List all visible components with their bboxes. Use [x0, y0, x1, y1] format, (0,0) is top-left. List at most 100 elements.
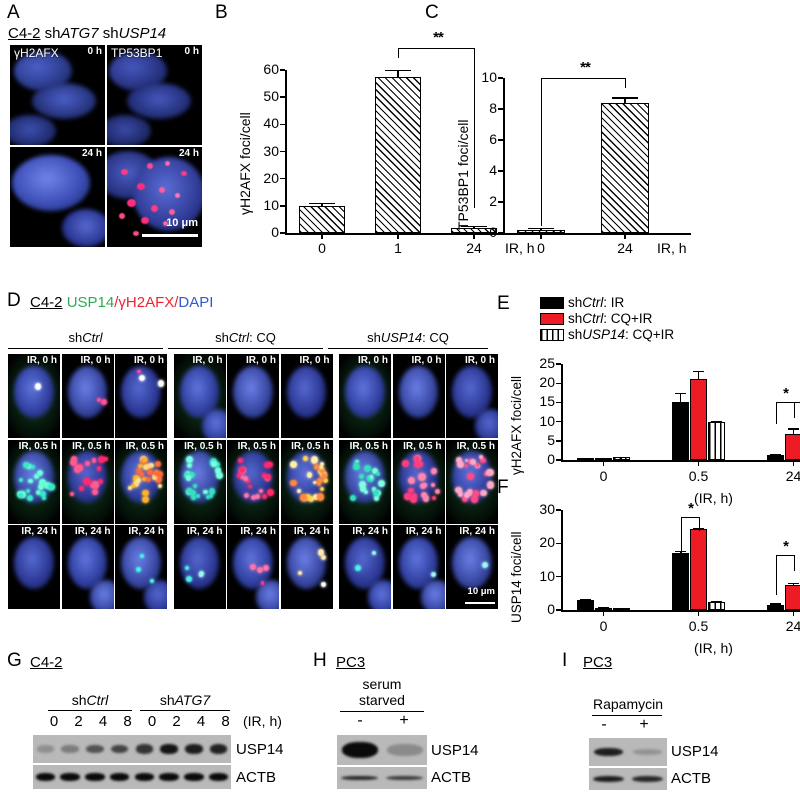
- focus: [423, 483, 427, 487]
- panel-d-letter: D: [7, 290, 21, 311]
- focus: [407, 477, 415, 484]
- focus: [481, 561, 489, 569]
- focus: [130, 483, 136, 489]
- y-tick: [556, 401, 561, 404]
- focus: [84, 460, 90, 466]
- panel-f-chart: USP14 foci/cell 0 10 20 30 0 0.5 24 (IR, h) * *: [497, 495, 800, 656]
- focus: [142, 476, 147, 482]
- panel-d-time-label: IR, 0.5 h: [456, 440, 495, 452]
- focus: [103, 456, 108, 461]
- significance-star: **: [433, 29, 444, 46]
- panel-d-time-label: IR, 0 h: [357, 355, 388, 366]
- focus: [206, 495, 210, 499]
- focus: [127, 486, 133, 491]
- focus: [148, 462, 154, 468]
- error-bar: [397, 70, 399, 78]
- significance-star: *: [796, 385, 800, 402]
- focus: [239, 474, 244, 479]
- y-tick: [280, 232, 285, 234]
- panel-d-time-label: IR, 24 h: [74, 526, 111, 537]
- focus: [371, 467, 378, 474]
- panel-d-time-label: IR, 24 h: [21, 526, 57, 537]
- panel-d-time-label: IR, 0.5 h: [72, 440, 111, 452]
- panel-a-gene1: ATG7: [60, 25, 99, 42]
- focus: [209, 494, 214, 499]
- bar: [672, 402, 689, 460]
- band: [135, 744, 154, 754]
- significance-tick-left: [398, 48, 400, 58]
- nucleus: [286, 365, 327, 418]
- panel-d-group-rule-0: [8, 348, 163, 350]
- significance-line: [775, 402, 794, 404]
- focus: [483, 471, 489, 477]
- focus: [248, 484, 252, 489]
- panel-a-time-label-0: 0 h: [87, 46, 102, 57]
- panel-d-cell-r1-c7: IR, 0.5 h: [392, 439, 445, 524]
- focus: [475, 463, 480, 468]
- error-bar: [792, 428, 795, 436]
- focus: [39, 490, 46, 497]
- panel-d-cell-r1-c8: IR, 0.5 h: [446, 439, 498, 524]
- significance-tick-left: [775, 402, 777, 424]
- focus: [373, 490, 379, 496]
- focus: [185, 455, 193, 463]
- panel-g-lane-label-0: 0: [49, 713, 59, 730]
- panel-c-chart: TP53BP1 foci/cell 0 2 4 6 8 10 0 24 IR, h **: [425, 0, 691, 265]
- nucleus-secondary: [367, 580, 391, 609]
- significance-tick-left: [541, 78, 543, 226]
- panel-d-group-label-2: shUSP14: CQ: [367, 330, 449, 345]
- focus: [486, 469, 494, 477]
- band: [109, 773, 130, 781]
- panel-d-time-label: IR, 0.5 h: [184, 440, 223, 452]
- focus: [195, 493, 200, 498]
- nucleus: [233, 365, 273, 418]
- focus: [236, 473, 242, 478]
- y-tick-label: 4: [489, 162, 497, 178]
- panel-d-cell-r1-c0: IR, 0.5 h: [8, 439, 60, 524]
- focus: [408, 487, 414, 493]
- bar: [785, 585, 800, 610]
- focus: [267, 461, 273, 467]
- panel-d-time-label: IR, 0.5 h: [18, 440, 57, 452]
- focus: [464, 458, 469, 463]
- panel-i-letter: I: [562, 650, 568, 671]
- nucleus-secondary: [143, 580, 167, 609]
- panel-a-scale-bar: [142, 234, 198, 237]
- panel-a-image-tp53bp1-0h: TP53BP1 0 h: [107, 45, 202, 145]
- y-axis: [561, 364, 563, 461]
- focus: [139, 554, 144, 559]
- focus: [238, 458, 243, 463]
- nucleus: [121, 536, 161, 589]
- panel-a-gene2: USP14: [118, 25, 167, 42]
- panel-d-cell-r2-c0: IR, 24 h: [8, 525, 60, 609]
- focus: [455, 456, 462, 463]
- focus: [359, 473, 365, 479]
- panel-d-time-label: IR, 24 h: [240, 526, 276, 537]
- band: [110, 744, 129, 754]
- x-tick: [321, 234, 323, 239]
- panel-d-group-label-1: shCtrl: CQ: [215, 330, 276, 345]
- x-axis: [503, 233, 691, 235]
- panel-d-time-label: IR, 0.5 h: [237, 440, 276, 452]
- nucleus: [286, 536, 327, 589]
- panel-d-cell-line: C4-2: [30, 294, 63, 311]
- panel-d-cell-r1-c5: IR, 0.5 h: [280, 439, 333, 524]
- focus: [186, 463, 192, 469]
- x-tick: [792, 611, 795, 616]
- y-axis: [561, 510, 563, 611]
- focus: [36, 490, 42, 496]
- focus: [19, 491, 27, 498]
- focus: [41, 495, 46, 500]
- focus: [189, 472, 196, 479]
- panel-d-cell-r2-c4: IR, 24 h: [227, 525, 279, 609]
- focus: [467, 489, 474, 496]
- y-tick-label: 20: [263, 169, 279, 186]
- nucleus: [179, 365, 220, 418]
- focus: [470, 495, 479, 503]
- panel-d-group-rule-1: [168, 348, 323, 350]
- panel-d-time-label: IR, 24 h: [293, 526, 330, 537]
- focus: [96, 398, 101, 403]
- focus: [290, 479, 297, 487]
- panel-d-group-rule-2: [328, 348, 488, 350]
- focus: [215, 462, 220, 467]
